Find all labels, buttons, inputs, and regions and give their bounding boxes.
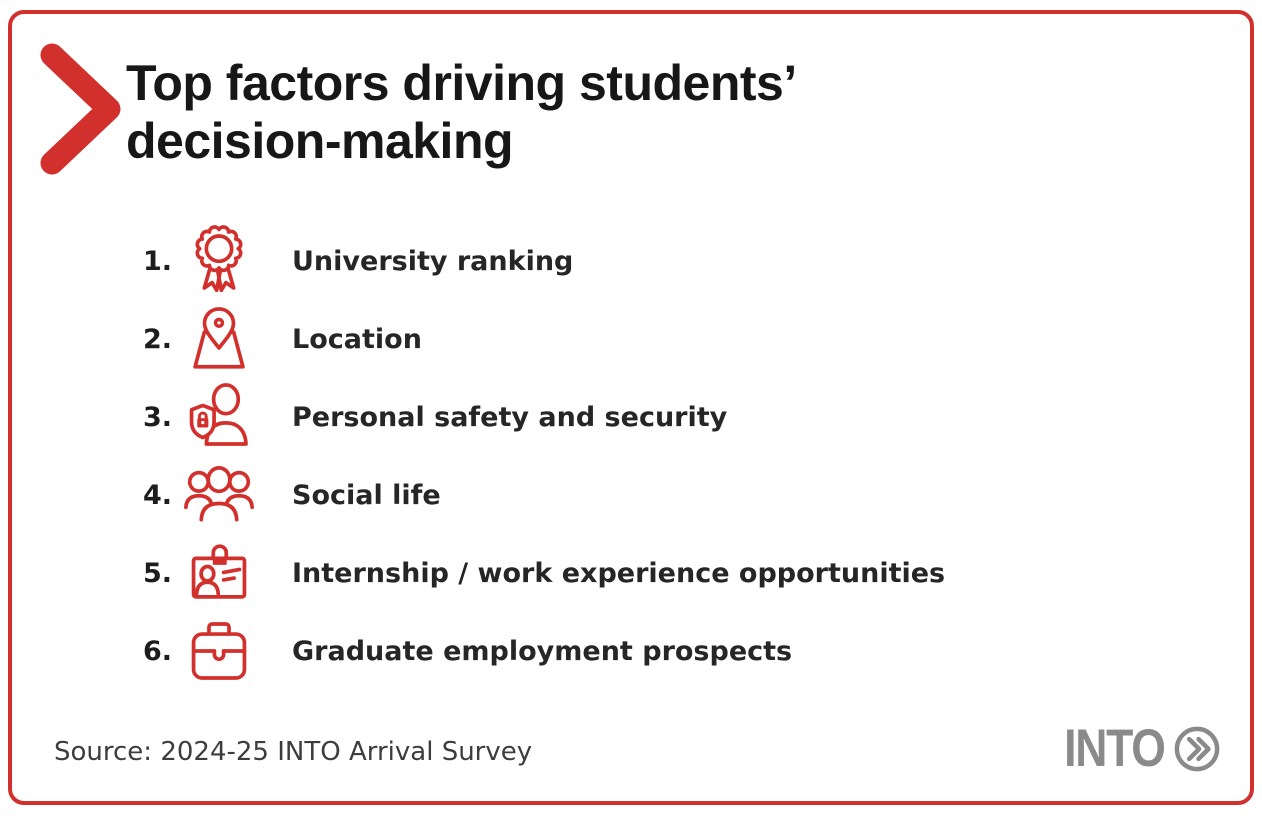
item-number: 2. (142, 323, 172, 355)
id-badge-icon (182, 534, 256, 612)
list-item: 5. Internship / work experience opportun… (12, 534, 1250, 612)
page-title-line2: decision-making (126, 113, 514, 169)
source-text: Source: 2024-25 INTO Arrival Survey (54, 737, 533, 767)
item-label: Personal safety and security (292, 401, 728, 433)
item-label: Social life (292, 479, 441, 511)
shield-person-icon (182, 378, 256, 456)
list-item: 2. Location (12, 300, 1250, 378)
red-chevron-icon (39, 42, 123, 176)
item-number: 5. (142, 557, 172, 589)
page-title-line1: Top factors driving students’ (126, 55, 797, 111)
factors-list: 1. University ranking 2. Locat (12, 222, 1250, 690)
list-item: 6. Graduate employment prospects (12, 612, 1250, 690)
item-number: 3. (142, 401, 172, 433)
page-title: Top factors driving students’ decision-m… (126, 54, 1026, 170)
into-logo-chevron-circle-icon (1172, 724, 1222, 774)
item-label: Internship / work experience opportuniti… (292, 557, 946, 589)
people-group-icon (182, 456, 256, 534)
item-label: Graduate employment prospects (292, 635, 793, 667)
into-logo-text: INTO (1064, 719, 1166, 778)
item-label: Location (292, 323, 422, 355)
into-logo: INTO (1045, 722, 1222, 775)
briefcase-icon (182, 612, 256, 690)
item-label: University ranking (292, 245, 574, 277)
infographic-card: Top factors driving students’ decision-m… (8, 10, 1254, 805)
item-number: 4. (142, 479, 172, 511)
map-pin-icon (182, 300, 256, 378)
list-item: 1. University ranking (12, 222, 1250, 300)
award-ribbon-icon (182, 222, 256, 300)
list-item: 4. Social life (12, 456, 1250, 534)
item-number: 1. (142, 245, 172, 277)
list-item: 3. Personal safety and security (12, 378, 1250, 456)
item-number: 6. (142, 635, 172, 667)
